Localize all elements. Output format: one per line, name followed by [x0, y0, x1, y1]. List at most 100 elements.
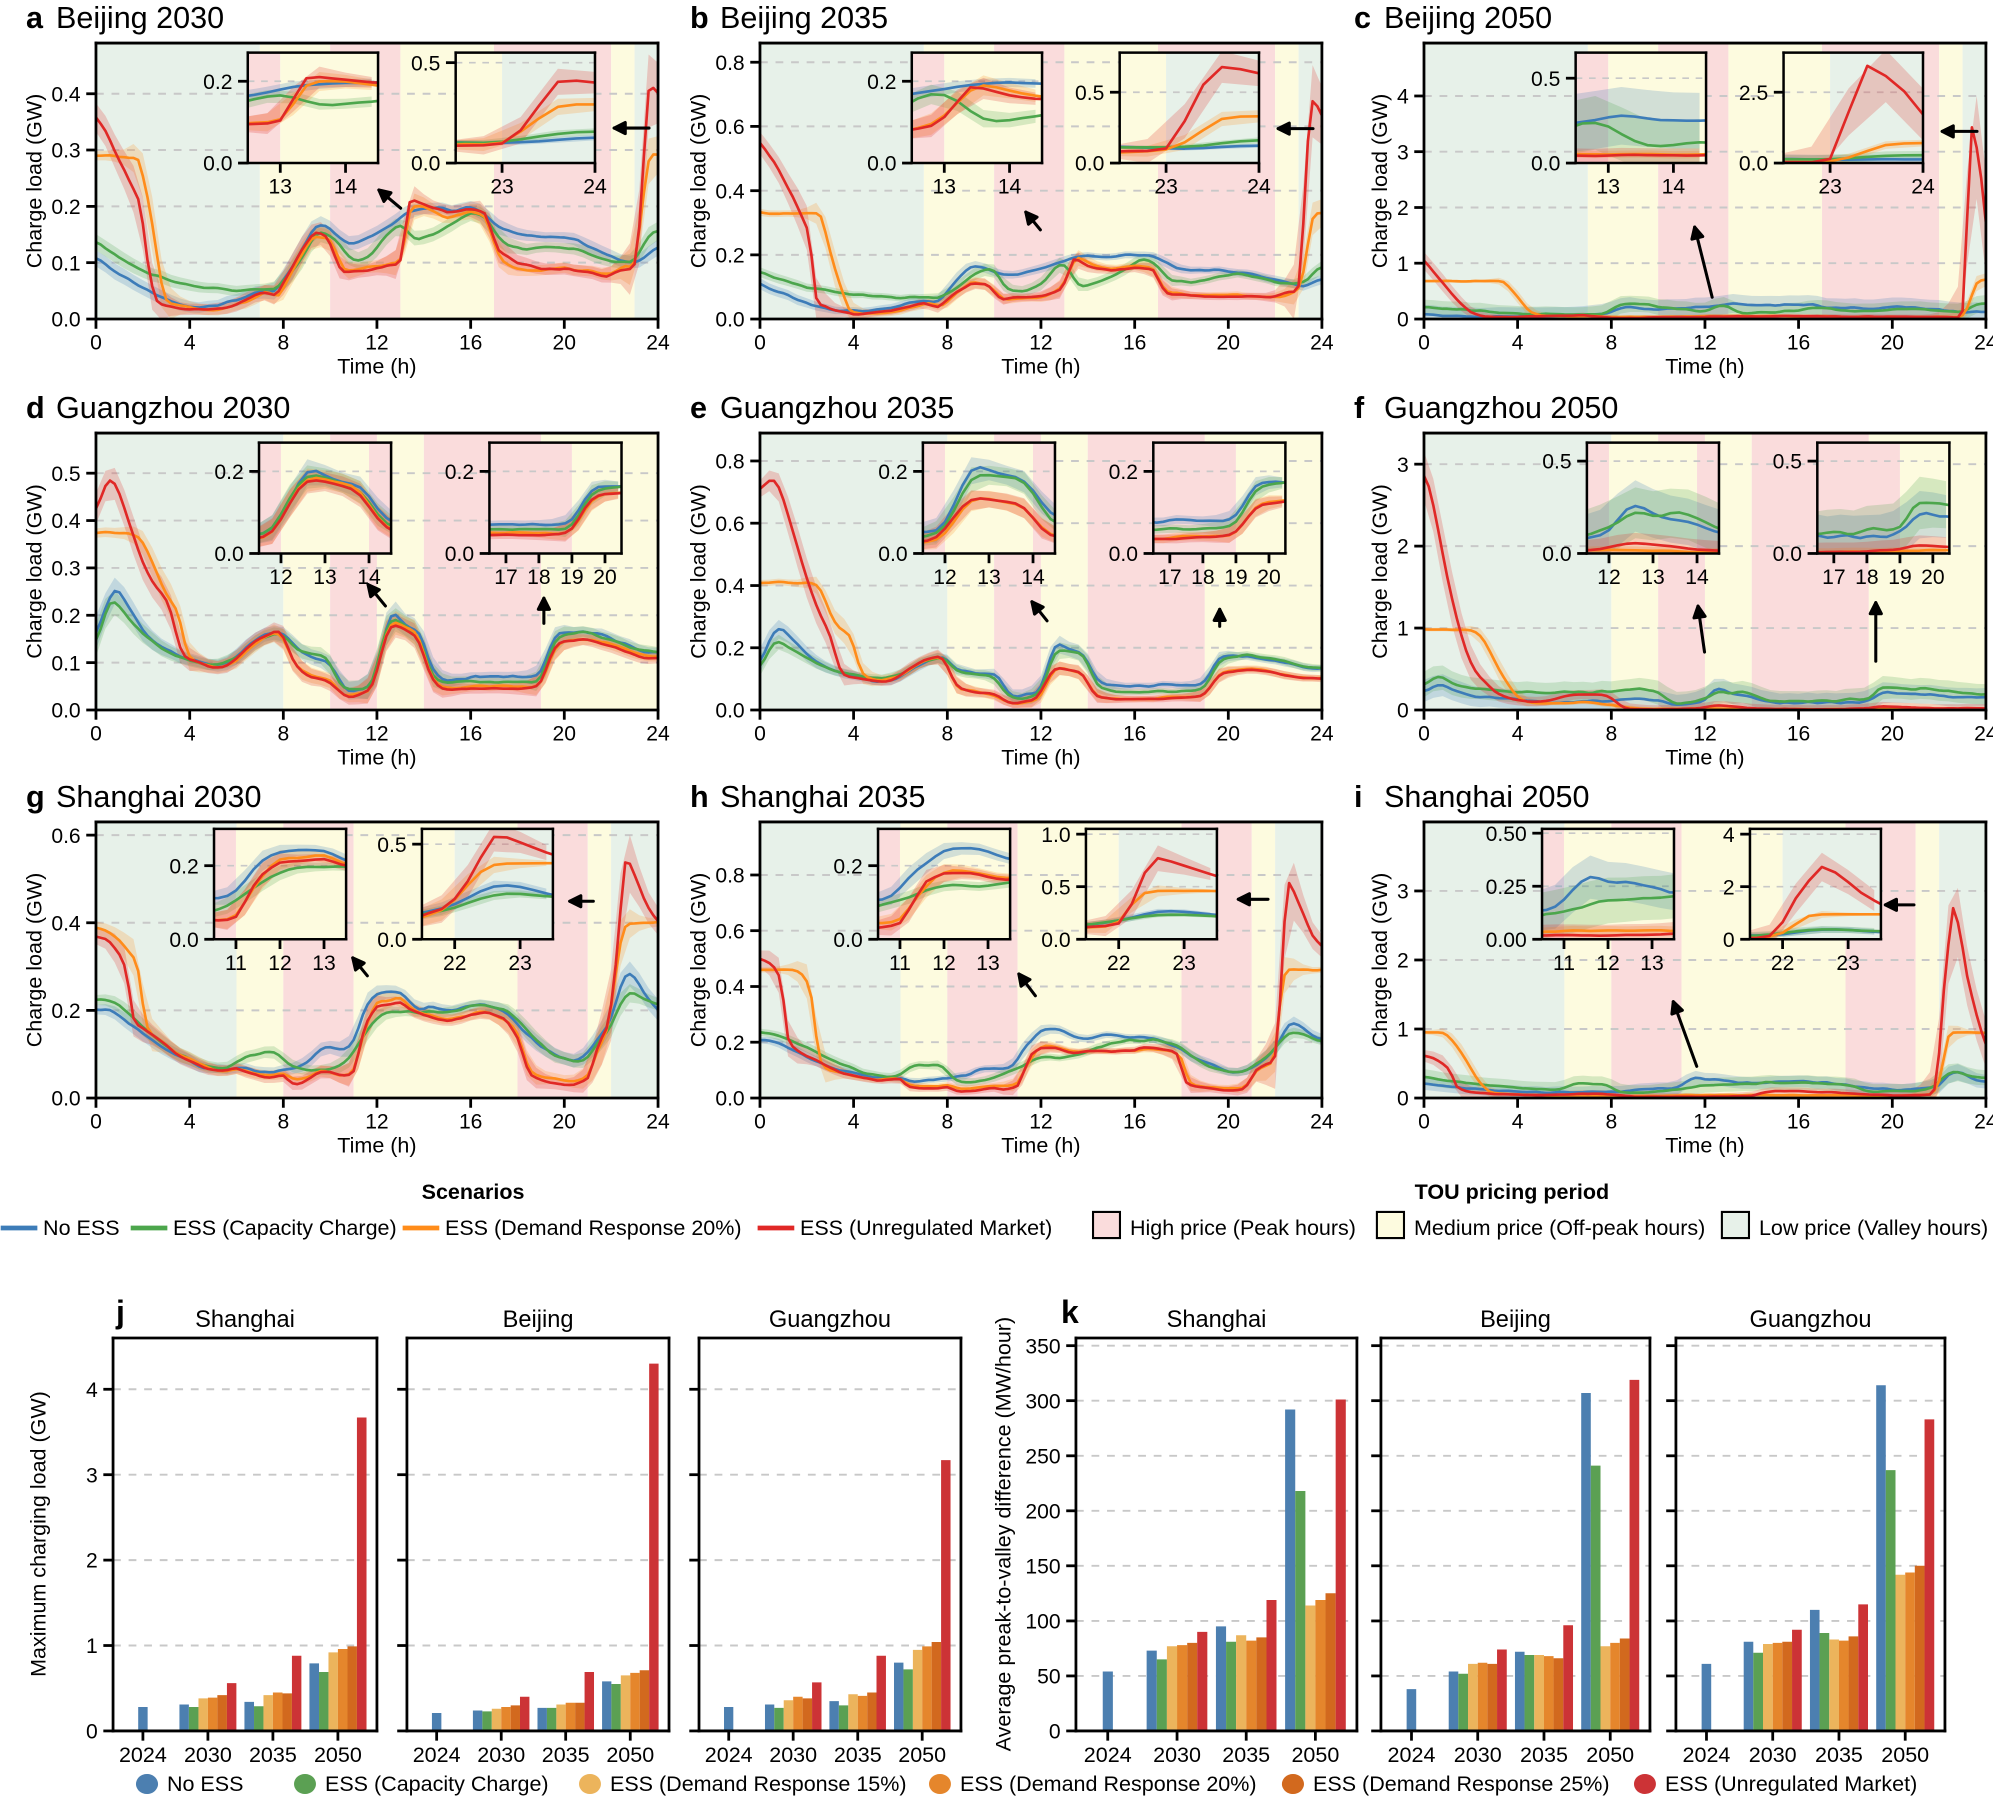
svg-text:19: 19	[1224, 566, 1247, 589]
svg-text:d: d	[26, 391, 45, 425]
svg-text:17: 17	[1822, 566, 1845, 589]
svg-text:Guangzhou 2050: Guangzhou 2050	[1384, 391, 1618, 425]
svg-text:2024: 2024	[1084, 1743, 1132, 1767]
svg-text:2030: 2030	[1454, 1743, 1502, 1767]
svg-text:i: i	[1354, 780, 1363, 814]
svg-text:0.2: 0.2	[445, 461, 474, 484]
svg-text:24: 24	[1974, 332, 1993, 355]
svg-text:0.6: 0.6	[51, 825, 80, 848]
svg-text:19: 19	[560, 566, 583, 589]
svg-text:4: 4	[1723, 824, 1735, 847]
svg-text:11: 11	[1553, 952, 1575, 975]
svg-text:2.5: 2.5	[1739, 82, 1768, 105]
svg-text:2030: 2030	[477, 1743, 525, 1767]
svg-text:0.0: 0.0	[214, 543, 243, 566]
svg-text:Time (h): Time (h)	[337, 1134, 416, 1158]
svg-text:0.0: 0.0	[377, 929, 406, 952]
svg-text:24: 24	[646, 723, 670, 746]
svg-text:Charge load (GW): Charge load (GW)	[22, 484, 46, 659]
svg-text:Time (h): Time (h)	[1001, 746, 1080, 770]
svg-text:8: 8	[1605, 332, 1617, 355]
svg-text:14: 14	[1685, 566, 1709, 589]
svg-text:Guangzhou: Guangzhou	[1749, 1307, 1871, 1333]
svg-text:0.2: 0.2	[833, 855, 862, 878]
svg-text:8: 8	[277, 723, 289, 746]
svg-text:0.3: 0.3	[51, 558, 80, 581]
svg-text:No ESS: No ESS	[167, 1772, 244, 1796]
svg-text:Charge load (GW): Charge load (GW)	[22, 873, 46, 1048]
svg-text:19: 19	[1888, 566, 1911, 589]
svg-text:0: 0	[90, 723, 102, 746]
svg-text:350: 350	[1025, 1335, 1060, 1358]
svg-text:13: 13	[313, 566, 336, 589]
svg-text:0: 0	[1418, 1111, 1430, 1134]
svg-text:a: a	[26, 1, 44, 35]
svg-text:0.1: 0.1	[51, 652, 80, 675]
svg-text:0.5: 0.5	[1531, 68, 1560, 91]
svg-text:2024: 2024	[705, 1743, 753, 1767]
svg-text:0.5: 0.5	[411, 52, 440, 75]
svg-text:100: 100	[1025, 1611, 1060, 1634]
svg-text:0.6: 0.6	[715, 116, 744, 139]
svg-text:Charge load (GW): Charge load (GW)	[1368, 94, 1392, 269]
svg-text:Maximum charging load (GW): Maximum charging load (GW)	[27, 1391, 51, 1677]
svg-text:ESS (Demand Response 20%): ESS (Demand Response 20%)	[445, 1216, 742, 1240]
svg-text:24: 24	[1310, 723, 1334, 746]
svg-text:0.4: 0.4	[51, 510, 81, 533]
svg-text:0: 0	[1397, 700, 1409, 723]
svg-text:2050: 2050	[1586, 1743, 1634, 1767]
svg-text:Charge load (GW): Charge load (GW)	[1368, 873, 1392, 1048]
svg-text:Medium price (Off-peak hours): Medium price (Off-peak hours)	[1414, 1216, 1705, 1240]
svg-text:3: 3	[1397, 881, 1409, 904]
svg-text:8: 8	[277, 332, 289, 355]
svg-text:2030: 2030	[1153, 1743, 1201, 1767]
svg-text:0.5: 0.5	[1542, 451, 1571, 474]
svg-text:20: 20	[1921, 566, 1944, 589]
svg-text:Time (h): Time (h)	[337, 746, 416, 770]
svg-text:Shanghai 2050: Shanghai 2050	[1384, 780, 1590, 814]
svg-text:20: 20	[1257, 566, 1280, 589]
svg-text:0.2: 0.2	[214, 461, 243, 484]
svg-text:13: 13	[1641, 566, 1664, 589]
svg-text:16: 16	[1787, 723, 1810, 746]
svg-text:0.0: 0.0	[203, 153, 232, 176]
svg-text:24: 24	[1310, 1111, 1334, 1134]
svg-text:2035: 2035	[834, 1743, 882, 1767]
svg-text:13: 13	[977, 566, 1000, 589]
svg-text:Time (h): Time (h)	[1665, 355, 1744, 379]
svg-text:0.5: 0.5	[1041, 876, 1070, 899]
svg-text:0.4: 0.4	[715, 976, 745, 999]
svg-text:13: 13	[1640, 952, 1663, 975]
svg-text:2024: 2024	[1683, 1743, 1731, 1767]
svg-text:3: 3	[86, 1464, 98, 1487]
svg-text:4: 4	[184, 723, 196, 746]
svg-text:11: 11	[225, 952, 247, 975]
svg-text:0.2: 0.2	[51, 196, 80, 219]
svg-text:2024: 2024	[119, 1743, 167, 1767]
svg-text:2030: 2030	[1749, 1743, 1797, 1767]
svg-text:2035: 2035	[1520, 1743, 1568, 1767]
svg-text:24: 24	[1247, 176, 1271, 199]
svg-text:0.00: 0.00	[1486, 929, 1527, 952]
svg-text:Beijing 2050: Beijing 2050	[1384, 1, 1552, 35]
svg-text:2050: 2050	[1291, 1743, 1339, 1767]
svg-text:2: 2	[1397, 536, 1409, 559]
svg-text:2024: 2024	[1388, 1743, 1436, 1767]
svg-text:12: 12	[365, 332, 388, 355]
svg-text:e: e	[690, 391, 707, 425]
svg-text:0.0: 0.0	[715, 700, 744, 723]
svg-text:20: 20	[553, 1111, 576, 1134]
svg-text:2030: 2030	[184, 1743, 232, 1767]
svg-text:12: 12	[933, 566, 956, 589]
svg-text:Shanghai: Shanghai	[195, 1307, 295, 1333]
svg-text:200: 200	[1025, 1500, 1060, 1523]
svg-text:150: 150	[1025, 1555, 1060, 1578]
svg-text:22: 22	[443, 952, 466, 975]
svg-text:23: 23	[1836, 952, 1859, 975]
svg-text:0.0: 0.0	[715, 1088, 744, 1111]
svg-text:f: f	[1354, 391, 1365, 425]
svg-text:18: 18	[1191, 566, 1214, 589]
svg-text:14: 14	[998, 176, 1022, 199]
svg-text:16: 16	[459, 332, 482, 355]
svg-text:17: 17	[1158, 566, 1181, 589]
